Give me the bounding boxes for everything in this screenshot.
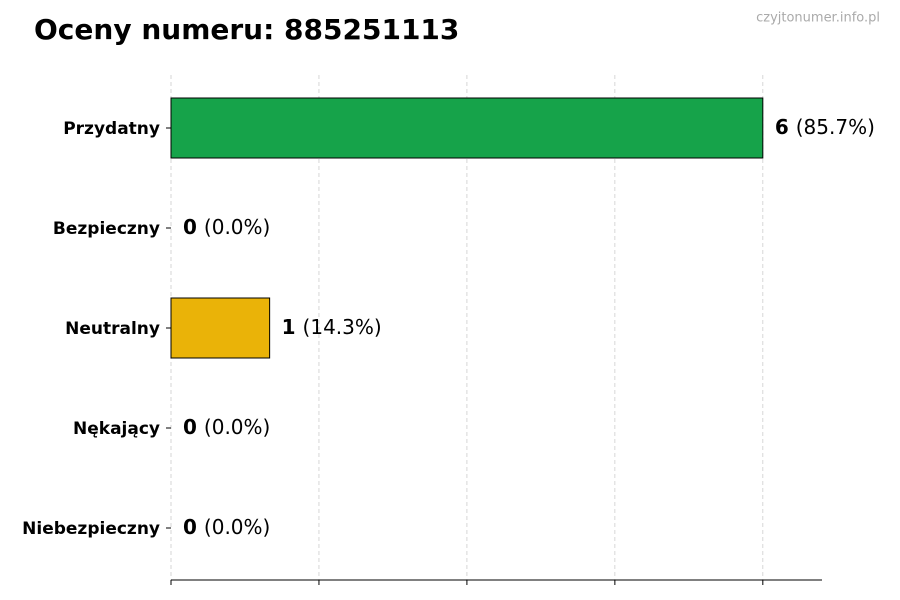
percent-label: (14.3%) — [303, 315, 382, 339]
percent-label: (0.0%) — [204, 515, 270, 539]
data-label: 1 (14.3%) — [282, 315, 382, 339]
value-label: 6 — [775, 115, 789, 139]
y-tick-label: Nękający — [73, 419, 160, 439]
bar — [170, 97, 764, 159]
value-label: 1 — [282, 315, 296, 339]
value-label: 0 — [183, 215, 197, 239]
y-tick-label: Neutralny — [65, 319, 160, 339]
percent-label: (85.7%) — [796, 115, 875, 139]
percent-label: (0.0%) — [204, 215, 270, 239]
data-label: 0 (0.0%) — [183, 415, 270, 439]
chart-title: Oceny numeru: 885251113 — [34, 13, 459, 46]
data-label: 6 (85.7%) — [775, 115, 875, 139]
data-label: 0 (0.0%) — [183, 215, 270, 239]
value-label: 0 — [183, 415, 197, 439]
data-label: 0 (0.0%) — [183, 515, 270, 539]
percent-label: (0.0%) — [204, 415, 270, 439]
y-tick-label: Bezpieczny — [53, 219, 160, 239]
watermark: czyjtonumer.info.pl — [756, 11, 880, 26]
bar — [170, 297, 271, 359]
y-tick-label: Niebezpieczny — [22, 519, 160, 539]
value-label: 0 — [183, 515, 197, 539]
y-tick-label: Przydatny — [63, 119, 160, 139]
